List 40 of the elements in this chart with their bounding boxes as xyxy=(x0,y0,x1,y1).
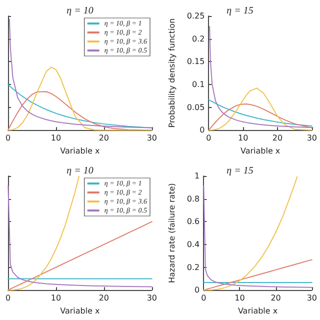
y-tick-label: 0.15 xyxy=(186,57,205,66)
y-tick-label: 1 xyxy=(194,172,200,180)
chart-title: η = 15 xyxy=(226,6,254,16)
x-tick-label: 10 xyxy=(50,134,62,143)
x-tick-label: 20 xyxy=(98,294,110,303)
y-tick-label: 0.8 xyxy=(186,194,200,204)
y-tick-label: 0 xyxy=(200,126,205,135)
x-tick-label: 10 xyxy=(50,294,62,303)
x-tick-label: 10 xyxy=(238,134,248,143)
x-tick-label: 30 xyxy=(306,134,318,143)
chart-title: η = 10 xyxy=(66,166,94,176)
x-tick-label: 0 xyxy=(206,134,212,143)
chart-title: η = 10 xyxy=(66,6,94,16)
y-tick-label: 0.1 xyxy=(192,80,205,89)
line-series xyxy=(203,185,312,288)
x-axis-title: Variable x xyxy=(238,306,278,316)
y-axis-title: Probability density function xyxy=(168,18,176,128)
x-tick-label: 10 xyxy=(234,294,245,303)
line-series xyxy=(209,26,312,128)
y-tick-label: 0.6 xyxy=(186,217,200,226)
x-tick-label: 20 xyxy=(270,294,281,303)
x-tick-label: 20 xyxy=(272,134,283,143)
y-tick-label: 0.05 xyxy=(186,102,205,112)
x-axis-title: Variable x xyxy=(60,306,100,316)
x-tick-label: 0 xyxy=(5,134,11,143)
y-tick-label: 0.4 xyxy=(186,240,200,249)
x-axis-title: Variable x xyxy=(240,146,280,156)
line-series xyxy=(208,99,312,126)
x-tick-label: 0 xyxy=(5,294,11,303)
y-tick-label: 0.2 xyxy=(192,34,205,44)
y-tick-label: 0.25 xyxy=(186,12,205,20)
x-tick-label: 30 xyxy=(146,294,158,303)
x-tick-label: 30 xyxy=(146,134,158,143)
y-tick-label: 0 xyxy=(194,286,200,295)
x-axis-title: Variable x xyxy=(60,146,100,156)
x-tick-label: 20 xyxy=(98,134,110,143)
x-tick-label: 30 xyxy=(306,294,318,303)
y-axis-title: Hazard rate (failure rate) xyxy=(168,183,176,283)
chart-title: η = 15 xyxy=(226,166,254,176)
y-tick-label: 0.2 xyxy=(186,262,200,272)
